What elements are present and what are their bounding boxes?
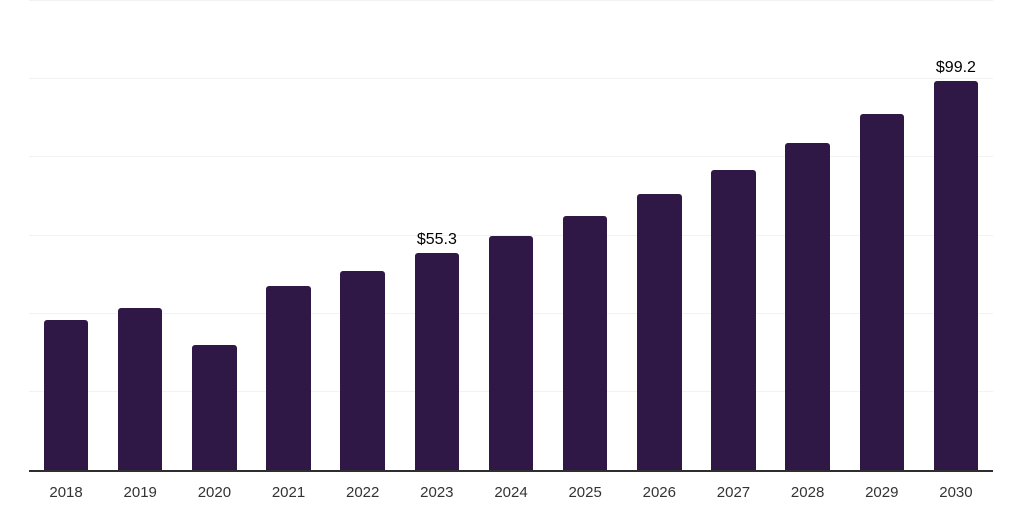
bar: [637, 194, 682, 470]
x-axis-labels: 2018 2019 2020 2021 2022 2023 2024 2025 2026 2027…: [29, 485, 993, 509]
plot-area: $55.3 $99.2: [29, 0, 993, 472]
bar: [785, 142, 830, 470]
x-tick-label: 2030: [939, 484, 973, 501]
bar-value-label: $99.2: [935, 59, 976, 77]
x-tick-label: 2022: [346, 484, 380, 501]
x-tick-label: 2027: [716, 484, 751, 501]
bar: [711, 169, 756, 470]
gridline: [29, 156, 993, 158]
x-tick-label: 2029: [865, 484, 899, 501]
x-tick-label: 2028: [790, 484, 825, 501]
x-tick-label: 2023: [420, 484, 454, 501]
x-tick-label: 2020: [197, 484, 232, 501]
bar-value-label: $55.3: [416, 231, 457, 249]
bar: [488, 236, 534, 470]
x-tick-label: 2019: [123, 484, 157, 501]
x-tick-label: 2018: [49, 484, 83, 501]
bar: [859, 113, 905, 470]
gridline: [29, 0, 993, 1]
bar: [43, 320, 89, 470]
bar: [414, 253, 460, 470]
x-tick-label: 2025: [568, 484, 602, 501]
bar: [340, 270, 385, 470]
gridline: [29, 77, 993, 79]
x-tick-label: 2024: [494, 484, 528, 501]
bar: [192, 345, 237, 470]
gridline: [29, 234, 993, 236]
x-tick-label: 2026: [642, 484, 676, 501]
bar: [562, 216, 608, 470]
x-tick-label: 2021: [271, 484, 306, 501]
bar: [117, 308, 163, 470]
bar: [933, 81, 979, 470]
bar: [266, 285, 311, 470]
